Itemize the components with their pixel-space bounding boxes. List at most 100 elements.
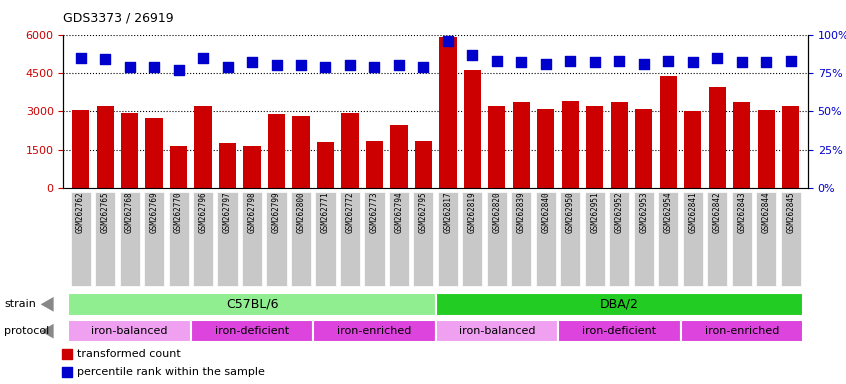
Point <box>686 59 700 65</box>
Bar <box>488 106 505 188</box>
Point <box>613 58 626 64</box>
Text: GSM262951: GSM262951 <box>591 191 599 233</box>
Text: iron-balanced: iron-balanced <box>91 326 168 336</box>
Text: C57BL/6: C57BL/6 <box>226 298 278 311</box>
Bar <box>586 106 603 188</box>
Point <box>441 38 454 44</box>
FancyBboxPatch shape <box>95 192 115 286</box>
Text: protocol: protocol <box>4 326 49 336</box>
Text: GSM262819: GSM262819 <box>468 191 477 233</box>
Text: GSM262842: GSM262842 <box>713 191 722 233</box>
Bar <box>684 111 701 188</box>
Text: GSM262952: GSM262952 <box>615 191 624 233</box>
Text: GSM262845: GSM262845 <box>786 191 795 233</box>
FancyBboxPatch shape <box>193 192 213 286</box>
Bar <box>611 103 628 188</box>
Point <box>539 61 552 67</box>
Point <box>245 59 259 65</box>
FancyBboxPatch shape <box>316 192 336 286</box>
Bar <box>390 126 408 188</box>
FancyBboxPatch shape <box>511 192 531 286</box>
Point <box>662 58 675 64</box>
Point <box>514 59 528 65</box>
Point <box>490 58 503 64</box>
Bar <box>365 141 383 188</box>
Text: GSM262798: GSM262798 <box>248 191 256 233</box>
Text: GSM262770: GSM262770 <box>174 191 183 233</box>
FancyBboxPatch shape <box>69 293 436 316</box>
Text: GSM262839: GSM262839 <box>517 191 526 233</box>
FancyBboxPatch shape <box>69 320 191 343</box>
Bar <box>783 106 799 188</box>
Bar <box>72 110 89 188</box>
Text: GSM262844: GSM262844 <box>761 191 771 233</box>
Text: GSM262841: GSM262841 <box>689 191 697 233</box>
Point <box>417 64 431 70</box>
FancyBboxPatch shape <box>217 192 238 286</box>
FancyBboxPatch shape <box>585 192 605 286</box>
Text: percentile rank within the sample: percentile rank within the sample <box>77 366 265 377</box>
Bar <box>758 110 775 188</box>
Bar <box>121 113 138 188</box>
FancyBboxPatch shape <box>558 320 680 343</box>
FancyBboxPatch shape <box>313 320 436 343</box>
FancyBboxPatch shape <box>707 192 728 286</box>
Bar <box>268 114 285 188</box>
Bar <box>219 143 236 188</box>
Point <box>463 124 476 130</box>
Text: GSM262840: GSM262840 <box>541 191 551 233</box>
FancyBboxPatch shape <box>340 192 360 286</box>
FancyBboxPatch shape <box>436 320 558 343</box>
Text: GSM262800: GSM262800 <box>296 191 305 233</box>
Point <box>196 55 210 61</box>
Point <box>563 58 577 64</box>
Text: GDS3373 / 26919: GDS3373 / 26919 <box>63 12 174 25</box>
Point <box>368 64 382 70</box>
Point <box>465 51 479 58</box>
Bar <box>317 142 334 188</box>
FancyBboxPatch shape <box>683 192 703 286</box>
FancyBboxPatch shape <box>365 192 384 286</box>
Text: GSM262794: GSM262794 <box>394 191 404 233</box>
FancyBboxPatch shape <box>438 192 458 286</box>
Point <box>147 64 161 70</box>
Point <box>98 56 112 62</box>
FancyBboxPatch shape <box>560 192 580 286</box>
FancyBboxPatch shape <box>242 192 262 286</box>
Polygon shape <box>41 324 53 339</box>
FancyBboxPatch shape <box>144 192 164 286</box>
Text: GSM262799: GSM262799 <box>272 191 281 233</box>
Point <box>735 59 749 65</box>
FancyBboxPatch shape <box>436 293 803 316</box>
Text: GSM262950: GSM262950 <box>566 191 575 233</box>
FancyBboxPatch shape <box>119 192 140 286</box>
Text: GSM262768: GSM262768 <box>125 191 134 233</box>
Text: GSM262796: GSM262796 <box>199 191 207 233</box>
FancyBboxPatch shape <box>414 192 433 286</box>
Bar <box>195 106 212 188</box>
Text: iron-enriched: iron-enriched <box>705 326 779 336</box>
Point <box>270 62 283 68</box>
Point <box>319 64 332 70</box>
Point <box>588 59 602 65</box>
Bar <box>635 109 652 188</box>
Text: GSM262769: GSM262769 <box>150 191 158 233</box>
Bar <box>464 70 481 188</box>
Point <box>294 62 308 68</box>
Text: iron-deficient: iron-deficient <box>215 326 289 336</box>
Point <box>343 62 357 68</box>
Bar <box>537 109 554 188</box>
Text: GSM262953: GSM262953 <box>640 191 648 233</box>
FancyBboxPatch shape <box>266 192 287 286</box>
FancyBboxPatch shape <box>168 192 189 286</box>
Bar <box>513 103 530 188</box>
Bar <box>562 101 579 188</box>
Text: transformed count: transformed count <box>77 349 180 359</box>
Text: GSM262762: GSM262762 <box>76 191 85 233</box>
Bar <box>415 141 432 188</box>
Point <box>637 61 651 67</box>
FancyBboxPatch shape <box>680 320 803 343</box>
FancyBboxPatch shape <box>781 192 801 286</box>
FancyBboxPatch shape <box>756 192 777 286</box>
FancyBboxPatch shape <box>191 320 313 343</box>
